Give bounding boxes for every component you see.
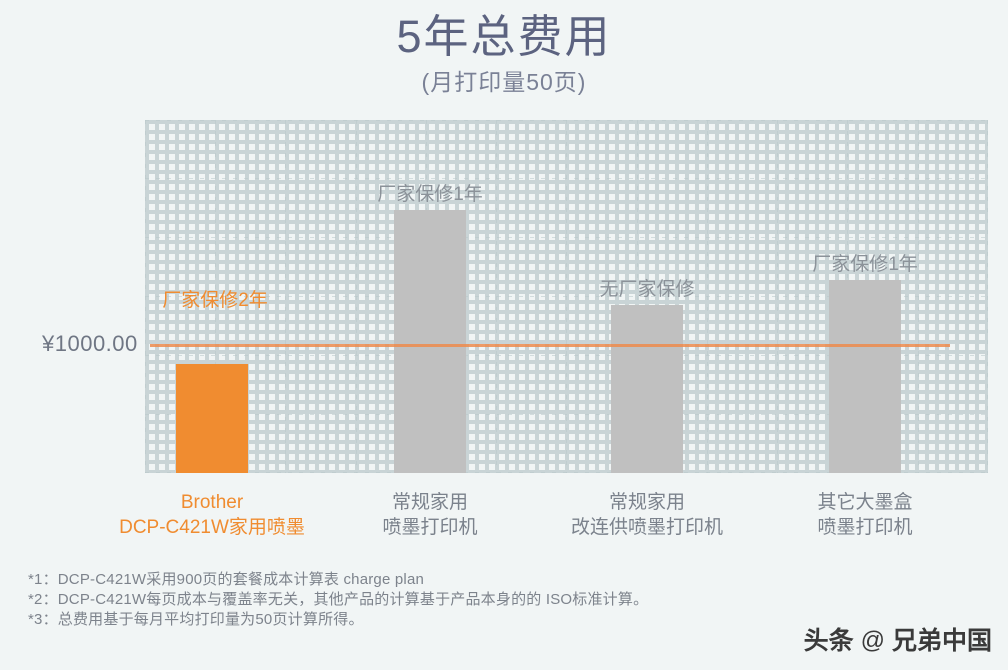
category-label-brother: Brother DCP-C421W家用喷墨 bbox=[97, 490, 327, 540]
watermark-at-icon: @ bbox=[860, 627, 885, 654]
annotation-bar-ciss-inkjet: 无厂家保修 bbox=[599, 279, 695, 300]
watermark-account: 兄弟中国 bbox=[891, 627, 992, 655]
annotation-bar-large-cartridge: 厂家保修1年 bbox=[812, 254, 918, 275]
category-label-line2: 改连供喷墨打印机 bbox=[570, 517, 723, 538]
reference-line bbox=[150, 344, 950, 347]
annotation-bar-regular-inkjet: 厂家保修1年 bbox=[377, 184, 483, 205]
category-label-regular-inkjet: 常规家用 喷墨打印机 bbox=[315, 490, 545, 540]
annotation-bar-brother: 厂家保修2年 bbox=[162, 290, 268, 311]
category-label-line1: 其它大墨盒 bbox=[817, 492, 913, 513]
page-title: 5年总费用 bbox=[396, 11, 612, 62]
reference-line-label: ¥1000.00 bbox=[42, 331, 138, 356]
footnote-1: *1：DCP-C421W采用900页的套餐成本计算表 charge plan bbox=[28, 571, 425, 588]
category-label-line1: Brother bbox=[180, 492, 244, 513]
category-label-line2: 喷墨打印机 bbox=[817, 517, 913, 538]
category-label-large-cartridge: 其它大墨盒 喷墨打印机 bbox=[750, 490, 980, 540]
title-block: 5年总费用 (月打印量50页) bbox=[0, 8, 1008, 98]
category-label-line1: 常规家用 bbox=[391, 492, 468, 513]
watermark-platform: 头条 bbox=[803, 627, 854, 655]
category-label-ciss-inkjet: 常规家用 改连供喷墨打印机 bbox=[532, 490, 762, 540]
footnotes: *1：DCP-C421W采用900页的套餐成本计算表 charge plan *… bbox=[28, 570, 788, 630]
footnote-2: *2：DCP-C421W每页成本与覆盖率无关，其他产品的计算基于产品本身的的 I… bbox=[28, 591, 649, 608]
watermark: 头条 @ 兄弟中国 bbox=[804, 626, 992, 656]
category-label-line1: 常规家用 bbox=[608, 492, 685, 513]
page-subtitle: (月打印量50页) bbox=[421, 69, 587, 95]
footnote-3: *3：总费用基于每月平均打印量为50页计算所得。 bbox=[28, 611, 364, 628]
category-label-line2: 喷墨打印机 bbox=[382, 517, 478, 538]
category-label-line2: DCP-C421W家用喷墨 bbox=[119, 517, 305, 538]
